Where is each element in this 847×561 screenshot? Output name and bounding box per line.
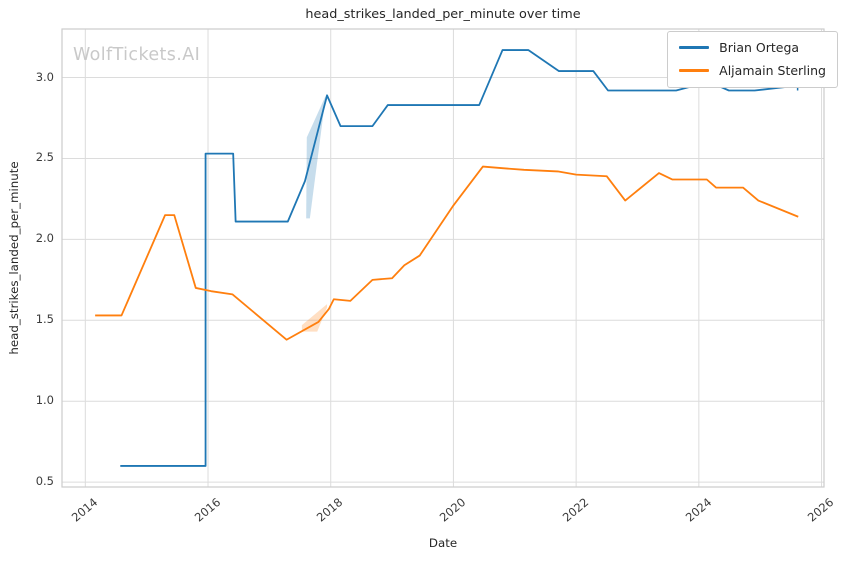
confidence-band <box>306 95 326 219</box>
series-line <box>95 165 799 341</box>
y-tick-label: 3.0 <box>35 69 54 84</box>
chart-title: head_strikes_landed_per_minute over time <box>305 7 581 22</box>
legend-label: Aljamain Sterling <box>719 63 826 78</box>
y-tick-label: 2.0 <box>35 231 54 246</box>
legend-item: Brian Ortega <box>679 40 826 55</box>
legend-line-swatch-brian-ortega <box>679 46 710 49</box>
x-axis-label: Date <box>428 536 458 550</box>
y-tick-label: 1.0 <box>35 393 54 408</box>
y-tick-label: 0.5 <box>35 474 54 489</box>
legend: Brian Ortega Aljamain Sterling <box>667 31 838 88</box>
legend-line-swatch-aljamain-sterling <box>679 69 710 72</box>
plot-border <box>61 28 825 488</box>
legend-label: Brian Ortega <box>719 40 800 55</box>
confidence-band <box>301 304 328 332</box>
legend-item: Aljamain Sterling <box>679 63 826 78</box>
y-tick-label: 2.5 <box>35 150 54 165</box>
y-axis-label: head_strikes_landed_per_minute <box>7 161 21 355</box>
watermark: WolfTickets.AI <box>73 45 201 65</box>
series-line <box>120 49 798 467</box>
y-tick-label: 1.5 <box>35 312 54 327</box>
